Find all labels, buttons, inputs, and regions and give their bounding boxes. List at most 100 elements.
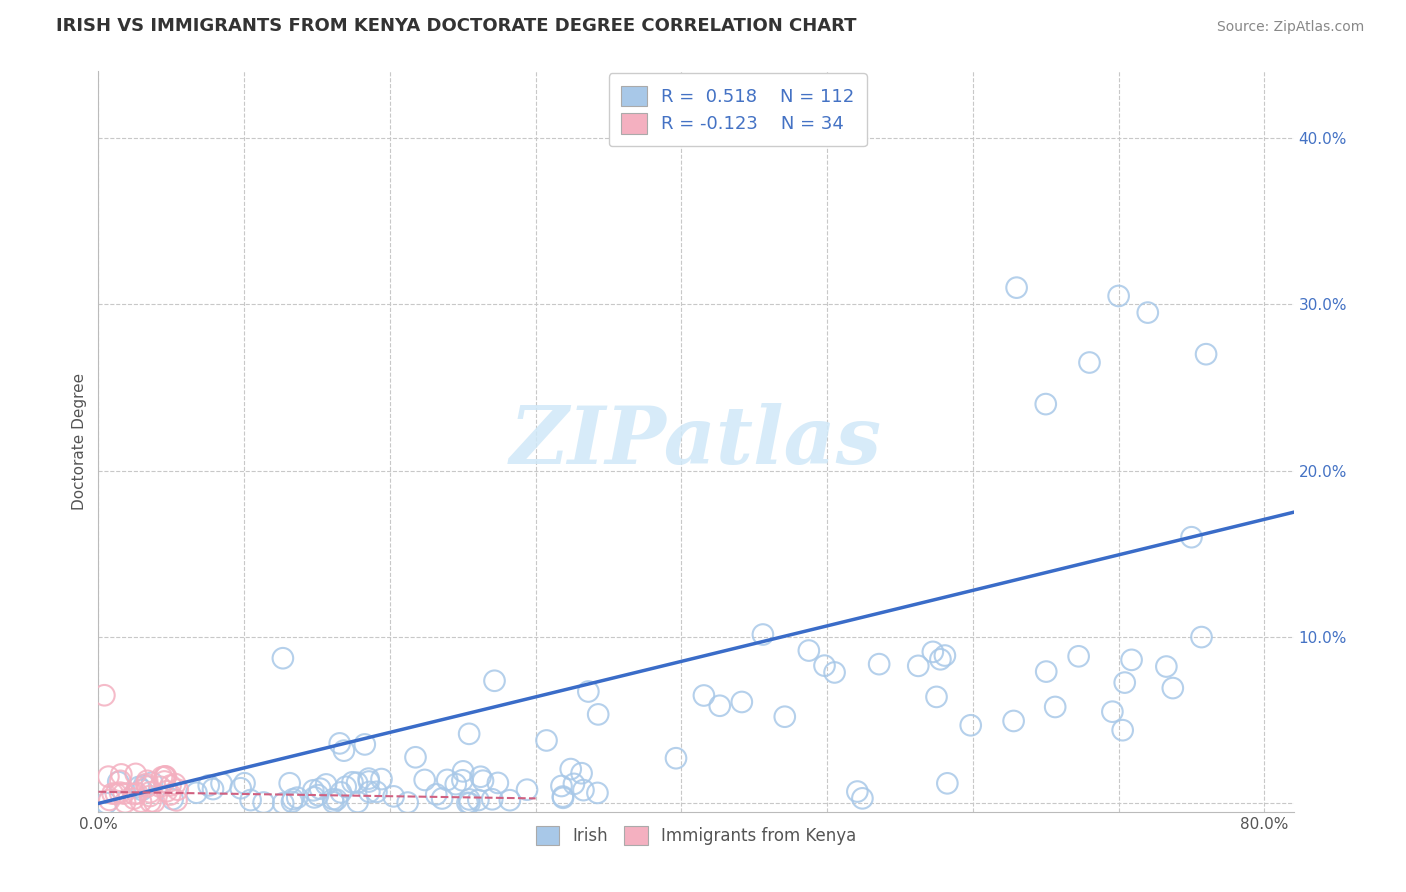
Point (122, 791, 145, 805)
Y-axis label: Doctorate Degree: Doctorate Degree (72, 373, 87, 510)
Point (278, 776, 301, 790)
Point (165, 777, 187, 791)
Point (285, 790, 308, 805)
Text: ZIPatlas: ZIPatlas (510, 403, 882, 480)
Point (342, 775, 364, 789)
Point (1005, 280, 1028, 294)
Point (576, 684, 599, 698)
Point (159, 788, 181, 802)
Point (456, 796, 478, 810)
Point (824, 665, 846, 680)
Point (536, 733, 558, 747)
Point (239, 793, 262, 807)
Point (93, 688, 115, 702)
Point (166, 782, 188, 797)
Point (359, 785, 381, 799)
Point (150, 770, 173, 784)
Text: IRISH VS IMMIGRANTS FROM KENYA DOCTORATE DEGREE CORRELATION CHART: IRISH VS IMMIGRANTS FROM KENYA DOCTORATE… (56, 17, 856, 35)
Point (135, 777, 157, 791)
Point (1043, 700, 1066, 714)
Point (136, 780, 159, 794)
Point (233, 776, 256, 790)
Point (444, 777, 467, 791)
Point (322, 795, 344, 809)
Point (472, 773, 495, 788)
Point (125, 786, 148, 800)
Point (925, 690, 948, 704)
Point (1195, 347, 1218, 361)
Point (156, 784, 179, 798)
Point (1108, 289, 1130, 303)
Point (353, 738, 375, 752)
Point (396, 796, 419, 810)
Point (934, 648, 956, 663)
Point (907, 658, 929, 673)
Point (149, 780, 172, 794)
Point (516, 782, 538, 797)
Point (382, 789, 405, 804)
Point (586, 786, 609, 800)
Point (166, 793, 188, 807)
Point (571, 766, 593, 780)
Point (936, 776, 959, 790)
Point (436, 772, 458, 787)
Point (458, 796, 481, 810)
Point (665, 751, 688, 765)
Point (562, 777, 585, 791)
Point (851, 791, 873, 805)
Point (1180, 530, 1202, 544)
Point (346, 795, 368, 809)
Point (846, 784, 869, 798)
Point (560, 762, 582, 776)
Point (309, 781, 332, 796)
Point (98, 793, 121, 807)
Point (868, 657, 890, 672)
Point (155, 770, 177, 784)
Point (110, 773, 132, 788)
Point (107, 775, 129, 789)
Point (921, 645, 943, 659)
Point (1002, 714, 1025, 728)
Point (153, 774, 176, 789)
Point (96, 796, 118, 810)
Point (693, 689, 716, 703)
Point (346, 775, 368, 789)
Point (1078, 355, 1101, 369)
Point (131, 783, 153, 797)
Point (797, 643, 820, 657)
Point (122, 787, 145, 801)
Point (186, 786, 208, 800)
Point (1121, 653, 1143, 667)
Point (128, 780, 150, 794)
Point (1156, 659, 1178, 673)
Point (773, 709, 796, 723)
Point (451, 764, 474, 779)
Point (125, 767, 148, 781)
Point (139, 795, 162, 809)
Point (550, 779, 572, 793)
Point (430, 791, 453, 805)
Point (572, 783, 595, 797)
Point (162, 792, 184, 806)
Point (155, 769, 177, 783)
Point (101, 787, 124, 801)
Point (159, 779, 181, 793)
Point (1035, 397, 1057, 411)
Point (315, 777, 337, 791)
Point (333, 744, 356, 758)
Point (112, 787, 135, 801)
Point (1067, 649, 1090, 664)
Point (481, 792, 503, 806)
Legend: Irish, Immigrants from Kenya: Irish, Immigrants from Kenya (529, 819, 863, 852)
Point (357, 774, 380, 789)
Point (366, 785, 388, 799)
Point (929, 652, 952, 666)
Point (551, 789, 574, 804)
Point (143, 795, 166, 809)
Point (136, 773, 159, 788)
Point (114, 795, 136, 809)
Point (1161, 681, 1184, 695)
Point (139, 785, 162, 799)
Point (551, 790, 574, 805)
Point (271, 796, 294, 810)
